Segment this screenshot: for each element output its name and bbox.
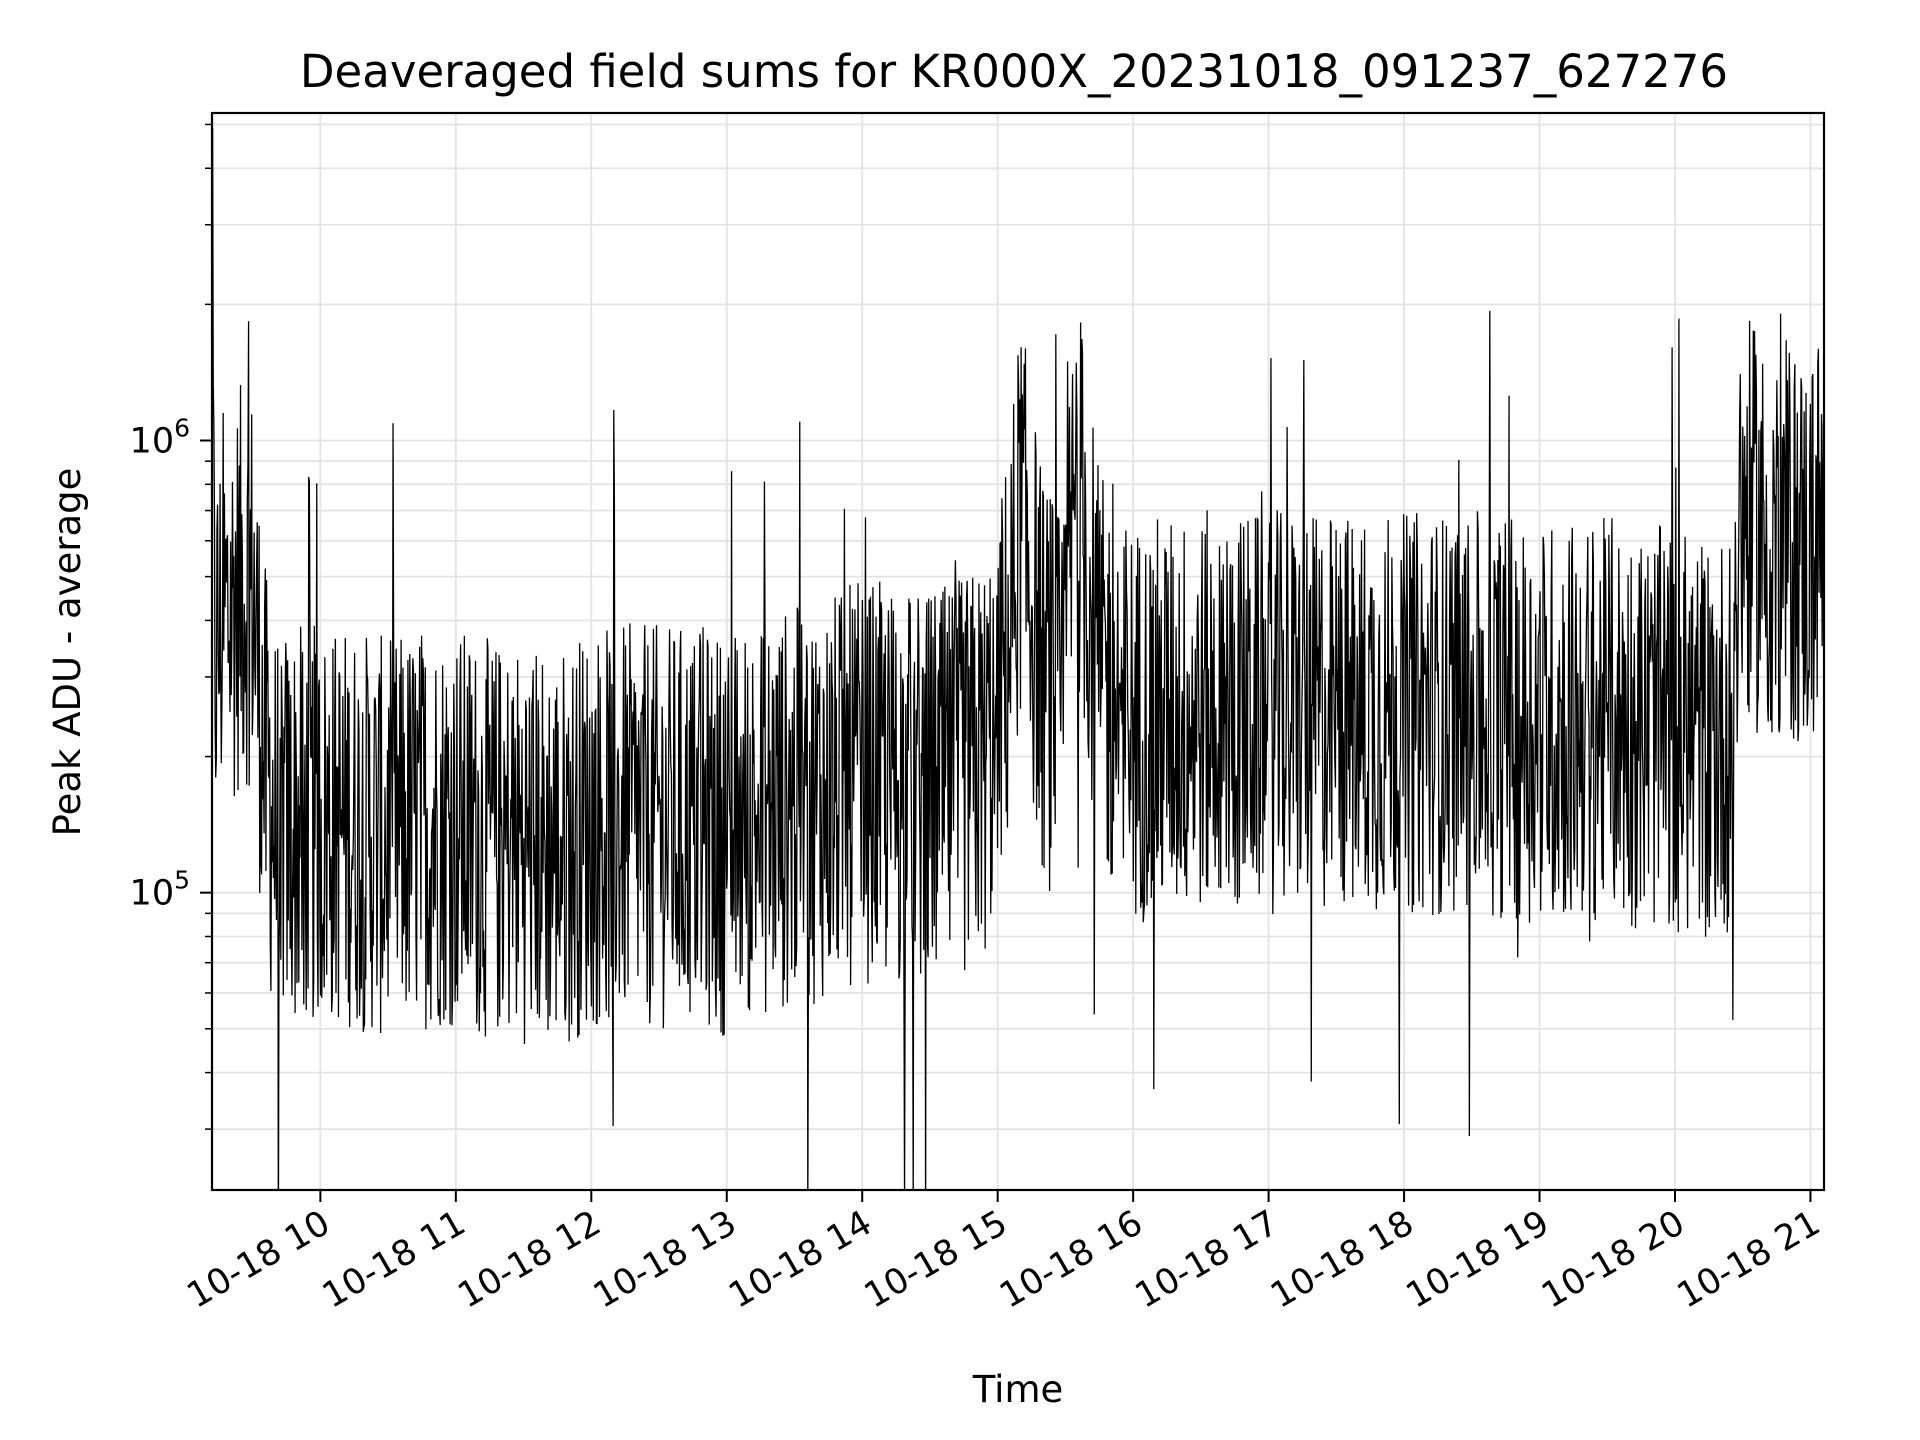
y-tick-label: 105 — [130, 866, 190, 914]
x-axis-label: Time — [972, 1368, 1064, 1411]
y-axis-label: Peak ADU - average — [46, 468, 89, 837]
y-tick-label: 106 — [130, 413, 190, 461]
chart-title: Deaveraged field sums for KR000X_2023101… — [300, 45, 1728, 98]
y-axis: 105 106 — [130, 123, 212, 1130]
series-line — [212, 128, 1824, 1190]
plot-frame — [210, 111, 1826, 1192]
